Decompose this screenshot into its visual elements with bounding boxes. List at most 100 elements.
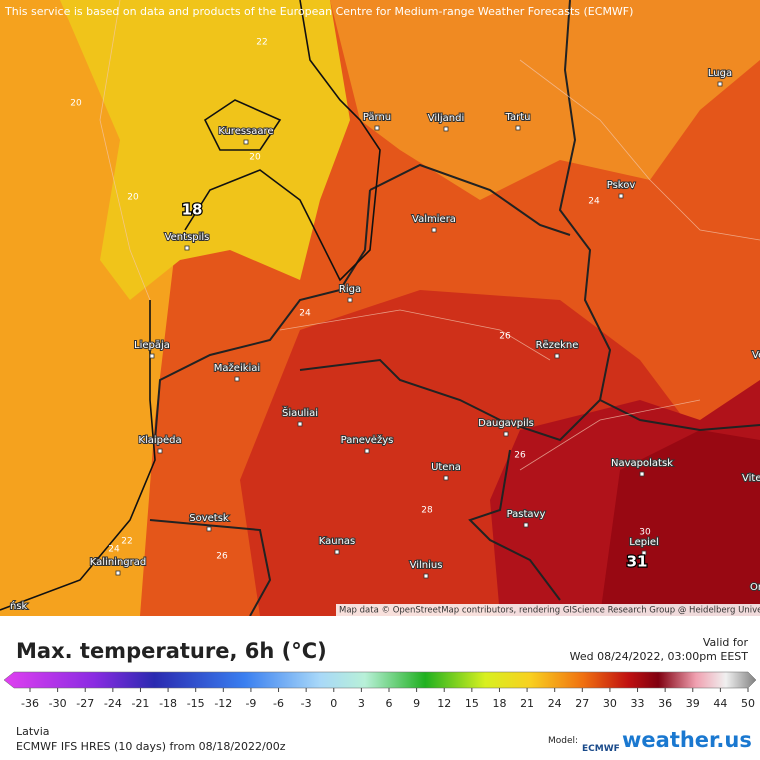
attribution-bg [336,604,760,616]
city-label: Pastavy [507,509,546,520]
model-label: Model: [548,736,579,746]
city-label: Ventspils [165,232,210,243]
colorbar-tick-label: 9 [413,697,420,710]
contour-label: 20 [127,193,139,203]
city-marker [717,81,723,87]
city-marker [503,431,509,437]
city-label: Pärnu [363,112,391,123]
colorbar-tick-label: -21 [131,697,149,710]
extreme-label: 18 [182,201,203,219]
colorbar-tick-label: 15 [465,697,479,710]
city-label: Šiauliai [282,406,318,419]
colorbar-tick-label: -12 [214,697,232,710]
map: This service is based on data and produc… [0,0,760,616]
city-label: Valmiera [412,214,456,225]
city-marker [641,550,647,556]
city-label: Klaipėda [138,435,181,446]
city-label: Viljandi [428,113,465,124]
city-marker [431,227,437,233]
city-label: Pskov [607,180,636,191]
city-marker [115,570,121,576]
city-label: Luga [708,68,732,79]
city-label: ńsk [10,600,28,612]
title: Max. temperature, 6h (°C) [16,639,327,663]
city-label: Kaliningrad [90,557,146,568]
colorbar-scale [3,671,757,689]
colorbar-tick-label: -18 [159,697,177,710]
contours [99,0,760,471]
valid-label: Valid for [702,636,748,649]
city-marker [554,353,560,359]
city-label: Utena [431,462,461,473]
colorbar-tick-label: 24 [548,697,562,710]
city-label: Lepiel [629,537,659,548]
contour-label: 26 [216,552,228,562]
brand: weather.us [622,728,752,752]
city-marker [184,245,190,251]
city-label: Vitebsk [742,473,760,484]
temperature-area [600,430,760,616]
city-marker [374,125,380,131]
colorbar-tick-label: 44 [713,697,727,710]
contour-label: 30 [639,528,651,538]
city-marker [443,126,449,132]
colorbar-tick-label: -24 [104,697,122,710]
colorbar-tick-label: -3 [301,697,312,710]
extreme-label: 31 [627,553,648,571]
colorbar-tick-label: 0 [330,697,337,710]
colorbar-tick-label: -36 [21,697,39,710]
city-marker [423,573,429,579]
colorbar-tick-label: -6 [273,697,284,710]
colorbar-tick-label: -9 [245,697,256,710]
colorbar-tick-label: 27 [575,697,589,710]
contour-label: 22 [121,537,132,547]
colorbar-tick-label: 36 [658,697,672,710]
city-marker [243,139,249,145]
model-logo: ECMWF [582,744,620,754]
city-label: Ors [750,582,760,593]
city-label: Kuressaare [218,126,273,137]
attribution: Map data © OpenStreetMap contributors, r… [339,606,760,616]
contour-label: 22 [256,38,267,48]
colorbar: -36 -30 -27 -24 -21 -18 -15 -12 -9 -6 -3 0 3 6 9 12 15 18… [3,671,757,710]
city-marker [523,522,529,528]
temperature-area [330,0,760,200]
notice: This service is based on data and produc… [4,5,633,18]
colorbar-tick-label: 12 [437,697,451,710]
contour-label: 24 [108,545,120,555]
colorbar-tick-label: 18 [492,697,506,710]
colorbar-tick-label: -27 [76,697,94,710]
contour-label: 20 [70,99,82,109]
city-marker [334,549,340,555]
city-marker [639,471,645,477]
city-label: Vilnius [410,560,443,571]
region: Latvia [16,725,50,738]
city-marker [149,353,155,359]
colorbar-tick-label: 50 [741,697,755,710]
city-marker [364,448,370,454]
city-label: Liepāja [134,340,170,351]
city-marker [297,421,303,427]
city-marker [234,376,240,382]
city-label: Daugavpils [478,418,534,429]
city-label: Mažeikiai [214,362,260,374]
contour-label: 26 [499,332,511,342]
city-label: Navapolatsk [611,458,673,469]
city-marker [347,297,353,303]
colorbar-tick-label: 30 [603,697,617,710]
temperature-area [60,0,350,300]
colorbar-tick-label: 6 [386,697,393,710]
colorbar-tick-label: 33 [631,697,645,710]
city-label: Kaunas [319,536,356,547]
city-label: Sovetsk [189,513,229,524]
contour-label: 24 [299,309,311,319]
valid-time: Wed 08/24/2022, 03:00pm EEST [569,650,748,663]
city-label: Riga [339,284,361,295]
colorbar-tick-label: 3 [358,697,365,710]
contour-label: 28 [421,506,433,516]
city-marker [157,448,163,454]
city-label: Rēzekne [536,340,579,351]
borders [149,0,760,616]
colorbar-tick-label: -15 [187,697,205,710]
